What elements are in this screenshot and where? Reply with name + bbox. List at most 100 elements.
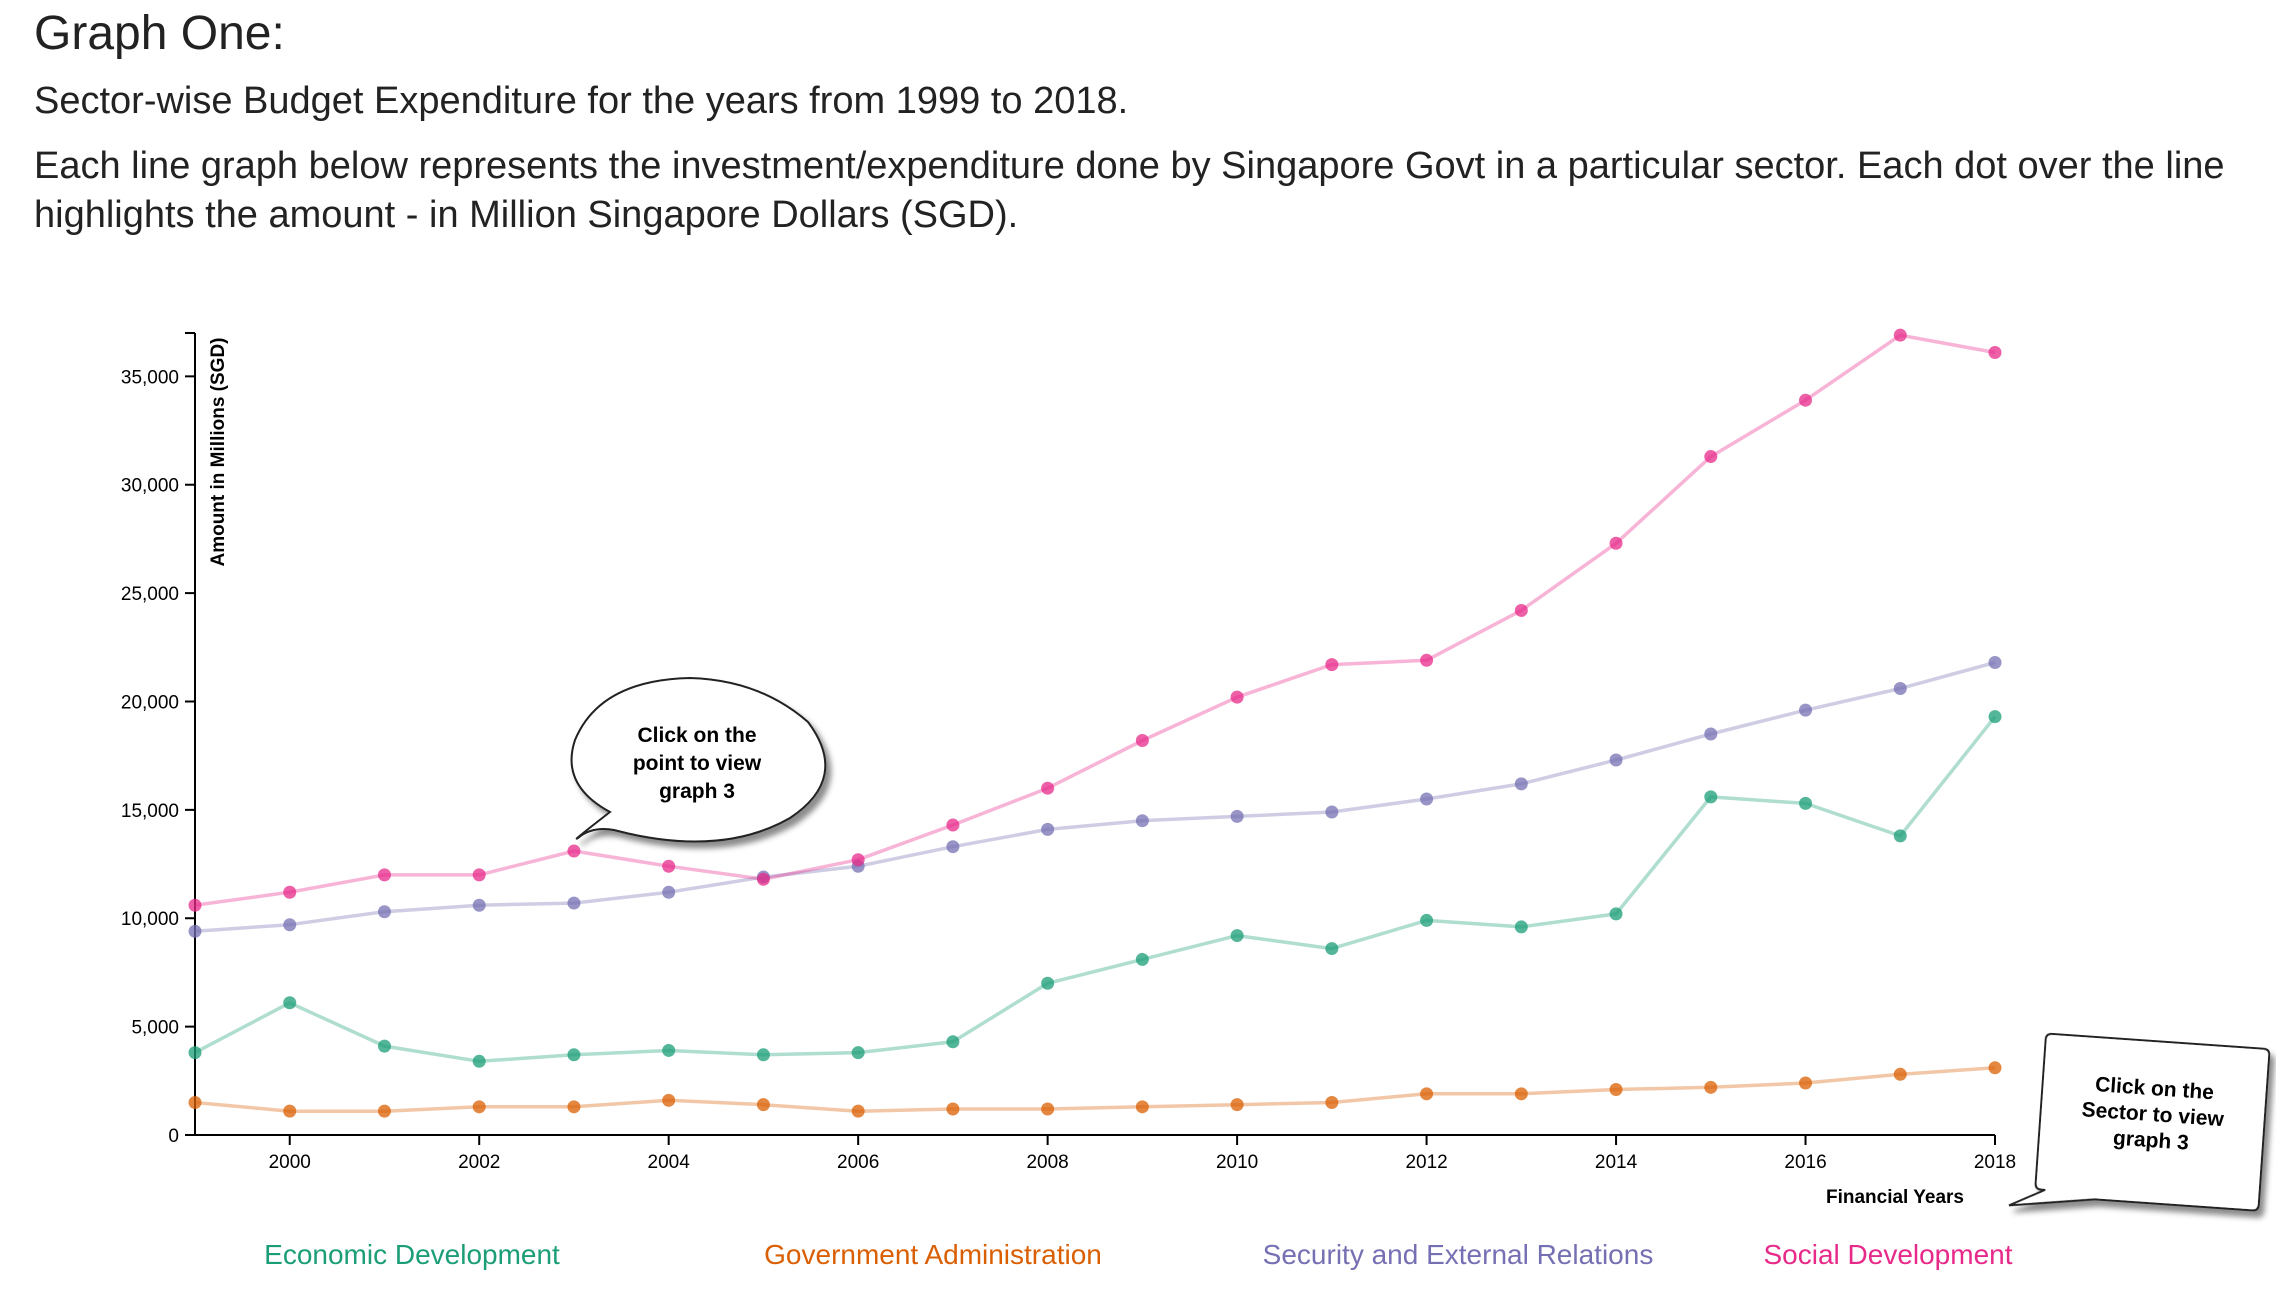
data-point[interactable] (756, 872, 770, 886)
data-point[interactable] (472, 1054, 486, 1068)
data-point[interactable] (377, 868, 391, 882)
data-point[interactable] (1988, 710, 2002, 724)
data-point[interactable] (377, 1039, 391, 1053)
data-point[interactable] (1135, 814, 1149, 828)
data-point[interactable] (1041, 781, 1055, 795)
data-point[interactable] (756, 1048, 770, 1062)
data-point[interactable] (188, 1046, 202, 1060)
data-point[interactable] (283, 1104, 297, 1118)
data-point[interactable] (1325, 805, 1339, 819)
data-point[interactable] (1704, 727, 1718, 741)
data-point[interactable] (1230, 929, 1244, 943)
data-point[interactable] (1799, 393, 1813, 407)
y-tick-label: 10,000 (121, 909, 179, 930)
data-point[interactable] (1041, 1102, 1055, 1116)
legend-item[interactable]: Social Development (1763, 1239, 2012, 1270)
legend-item[interactable]: Government Administration (764, 1239, 1102, 1270)
data-point[interactable] (283, 885, 297, 899)
y-axis-title: Amount in Millions (SGD) (208, 337, 229, 566)
data-point[interactable] (1704, 450, 1718, 464)
data-point[interactable] (283, 996, 297, 1010)
data-point[interactable] (946, 1102, 960, 1116)
data-point[interactable] (1799, 1076, 1813, 1090)
data-point[interactable] (567, 896, 581, 910)
data-point[interactable] (1041, 976, 1055, 990)
data-point[interactable] (1893, 681, 1907, 695)
data-point[interactable] (283, 918, 297, 932)
data-point[interactable] (1135, 1100, 1149, 1114)
data-point[interactable] (567, 1048, 581, 1062)
x-tick-label: 2010 (1216, 1152, 1258, 1173)
y-tick-label: 0 (168, 1126, 179, 1147)
data-point[interactable] (946, 1035, 960, 1049)
y-tick-label: 25,000 (121, 584, 179, 605)
legend-item[interactable]: Security and External Relations (1263, 1239, 1654, 1270)
data-point[interactable] (188, 898, 202, 912)
data-point[interactable] (1988, 655, 2002, 669)
data-point[interactable] (1609, 753, 1623, 767)
data-point[interactable] (662, 1093, 676, 1107)
data-point[interactable] (472, 868, 486, 882)
data-point[interactable] (662, 859, 676, 873)
data-point[interactable] (946, 840, 960, 854)
data-point[interactable] (851, 853, 865, 867)
data-point[interactable] (567, 844, 581, 858)
data-point[interactable] (1325, 1095, 1339, 1109)
data-point[interactable] (1230, 690, 1244, 704)
data-point[interactable] (1893, 1067, 1907, 1081)
data-point[interactable] (1325, 658, 1339, 672)
legend-item[interactable]: Economic Development (264, 1239, 560, 1270)
data-point[interactable] (1704, 790, 1718, 804)
page-description: Each line graph below represents the inv… (34, 142, 2254, 240)
data-point[interactable] (1041, 822, 1055, 836)
data-point[interactable] (1988, 1061, 2002, 1075)
data-point[interactable] (1514, 920, 1528, 934)
data-point[interactable] (1420, 913, 1434, 927)
data-point[interactable] (472, 1100, 486, 1114)
data-point[interactable] (1988, 346, 2002, 360)
data-point[interactable] (1799, 703, 1813, 717)
data-point[interactable] (377, 905, 391, 919)
y-tick-label: 35,000 (121, 367, 179, 388)
data-point[interactable] (662, 885, 676, 899)
x-tick-label: 2000 (269, 1152, 311, 1173)
data-point[interactable] (472, 898, 486, 912)
data-point[interactable] (1514, 1087, 1528, 1101)
series-line-2 (194, 660, 1996, 933)
y-tick-label: 30,000 (121, 476, 179, 497)
chart-labels: Amount in Millions (SGD) Financial Years E… (208, 337, 2013, 1270)
data-point[interactable] (1230, 809, 1244, 823)
data-point[interactable] (1325, 942, 1339, 956)
data-point[interactable] (1420, 653, 1434, 667)
data-point[interactable] (1230, 1098, 1244, 1112)
data-point[interactable] (1420, 792, 1434, 806)
y-tick-label: 15,000 (121, 801, 179, 822)
data-point[interactable] (1609, 1082, 1623, 1096)
data-point[interactable] (851, 1046, 865, 1060)
data-point[interactable] (1893, 328, 1907, 342)
data-point[interactable] (1609, 907, 1623, 921)
data-point[interactable] (1135, 734, 1149, 748)
data-point[interactable] (188, 924, 202, 938)
data-point[interactable] (1704, 1080, 1718, 1094)
data-point[interactable] (567, 1100, 581, 1114)
data-point[interactable] (188, 1095, 202, 1109)
data-point[interactable] (946, 818, 960, 832)
data-point[interactable] (662, 1043, 676, 1057)
description-line-1: Each line graph below represents the inv… (34, 145, 2225, 187)
data-point[interactable] (1135, 952, 1149, 966)
chart-axes: 0 5,000 10,000 15,000 20,000 25,000 30,000 35,0… (121, 332, 2016, 1173)
data-point[interactable] (1514, 777, 1528, 791)
data-point[interactable] (851, 1104, 865, 1118)
data-point[interactable] (1799, 796, 1813, 810)
data-point[interactable] (377, 1104, 391, 1118)
data-point[interactable] (1609, 536, 1623, 550)
data-point[interactable] (1893, 829, 1907, 843)
data-point[interactable] (1420, 1087, 1434, 1101)
page-title: Graph One: (34, 7, 285, 60)
description-line-2: highlights the amount - in Million Singa… (34, 194, 1019, 236)
data-point[interactable] (756, 1098, 770, 1112)
series-line-0 (194, 715, 1997, 1064)
point-callout-bubble (570, 676, 827, 843)
data-point[interactable] (1514, 603, 1528, 617)
